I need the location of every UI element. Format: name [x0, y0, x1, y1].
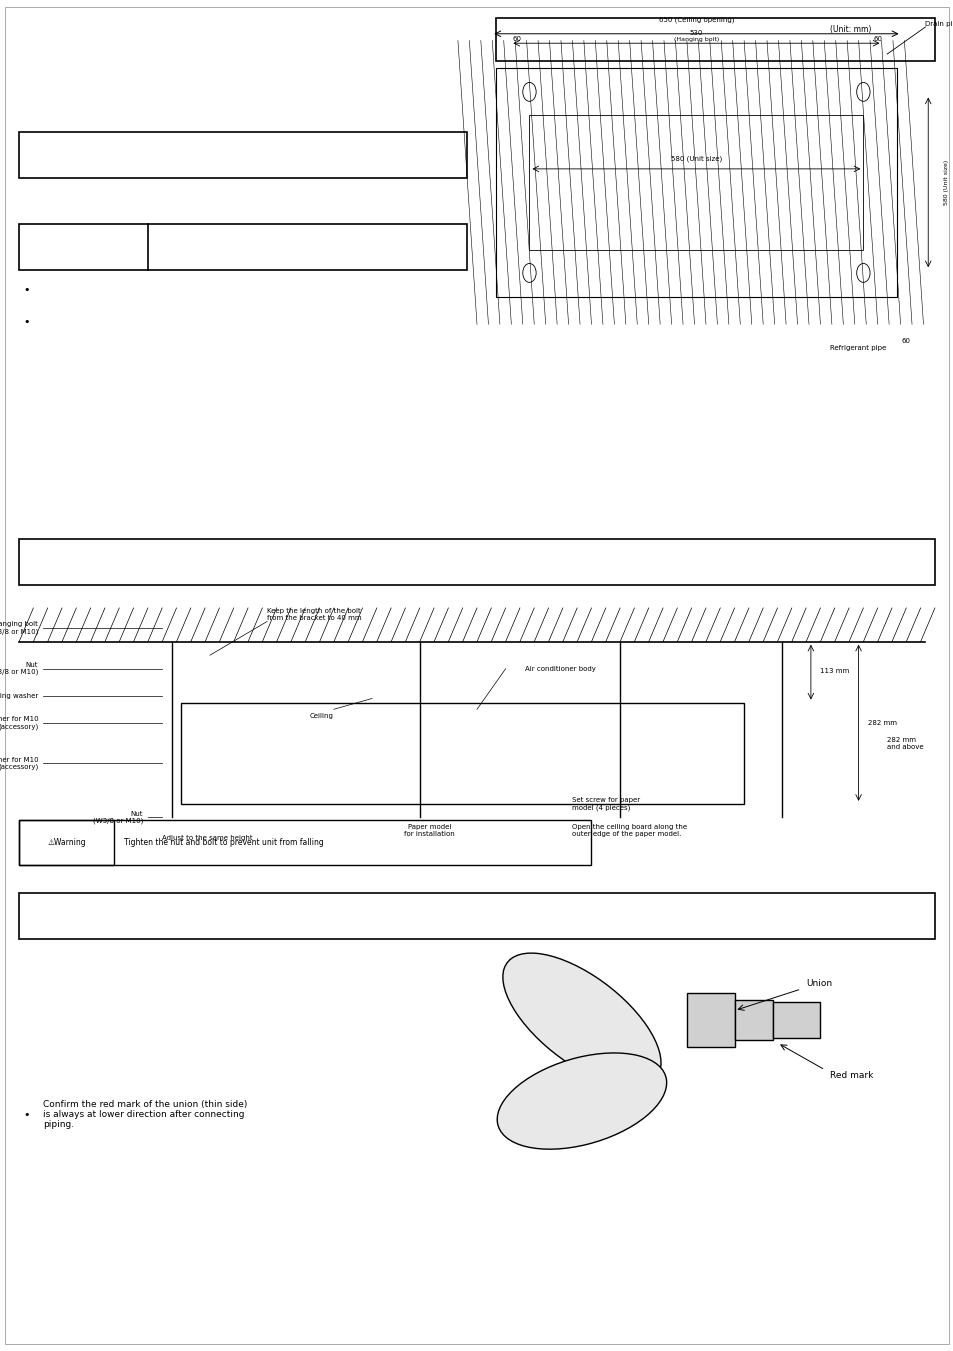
- Text: ⚠Warning: ⚠Warning: [48, 838, 86, 847]
- Text: M10 Spring washer: M10 Spring washer: [0, 693, 38, 698]
- Text: 580 (Unit size): 580 (Unit size): [943, 159, 948, 205]
- Text: Paper model
for installation: Paper model for installation: [403, 824, 455, 838]
- Ellipse shape: [497, 1052, 666, 1150]
- Text: 530: 530: [689, 31, 702, 36]
- Text: 580 (Unit size): 580 (Unit size): [670, 155, 721, 162]
- Text: Flat washer for M10
(accessory): Flat washer for M10 (accessory): [0, 716, 38, 730]
- Text: 60: 60: [872, 36, 882, 42]
- Bar: [19, 539, 934, 585]
- Text: 650 (Ceiling opening): 650 (Ceiling opening): [658, 16, 734, 23]
- Text: Nut
(W3/8 or M10): Nut (W3/8 or M10): [0, 662, 38, 676]
- Bar: [529, 115, 862, 250]
- Bar: [772, 1002, 820, 1038]
- Text: Nut
(W3/8 or M10): Nut (W3/8 or M10): [92, 811, 143, 824]
- Text: Ceiling: Ceiling: [310, 713, 334, 719]
- Text: 282 mm: 282 mm: [867, 720, 896, 725]
- Bar: [19, 820, 114, 865]
- Text: Keep the length of the bolt
from the bracket to 40 mm: Keep the length of the bolt from the bra…: [267, 608, 361, 621]
- Text: 282 mm
and above: 282 mm and above: [886, 736, 923, 750]
- Text: Air conditioner body: Air conditioner body: [524, 666, 595, 671]
- Text: •: •: [24, 316, 30, 327]
- Text: 60: 60: [901, 338, 910, 343]
- Text: 🔧: 🔧: [468, 1020, 485, 1047]
- Text: •: •: [24, 1109, 30, 1120]
- Bar: [19, 132, 467, 178]
- Ellipse shape: [502, 952, 660, 1088]
- Text: 113 mm: 113 mm: [820, 669, 849, 674]
- Text: Tighten the nut and bolt to prevent unit from falling: Tighten the nut and bolt to prevent unit…: [124, 838, 323, 847]
- Text: Hanging bolt
(W3/8 or M10): Hanging bolt (W3/8 or M10): [0, 621, 38, 635]
- Text: Adjust to the same height: Adjust to the same height: [162, 835, 253, 840]
- Text: (Unit: mm): (Unit: mm): [829, 26, 870, 34]
- Bar: [734, 1000, 772, 1040]
- Text: (Hanging bolt): (Hanging bolt): [673, 36, 719, 42]
- Text: Union: Union: [805, 979, 831, 988]
- Bar: [496, 68, 896, 297]
- Bar: [496, 18, 934, 61]
- Text: Confirm the red mark of the union (thin side)
is always at lower direction after: Confirm the red mark of the union (thin …: [43, 1100, 247, 1129]
- Text: Flat washer for M10
(accessory): Flat washer for M10 (accessory): [0, 757, 38, 770]
- Bar: [686, 993, 734, 1047]
- Text: 60: 60: [512, 36, 521, 42]
- Text: Refrigerant pipe: Refrigerant pipe: [830, 345, 885, 350]
- Bar: [19, 893, 934, 939]
- Bar: [19, 224, 467, 270]
- Text: •: •: [24, 285, 30, 296]
- Text: Set screw for paper
model (4 pieces): Set screw for paper model (4 pieces): [572, 797, 639, 811]
- Text: Red mark: Red mark: [829, 1071, 872, 1079]
- Text: Open the ceiling board along the
outer edge of the paper model.: Open the ceiling board along the outer e…: [572, 824, 687, 838]
- Bar: [181, 703, 743, 804]
- Text: Drain pipe: Drain pipe: [924, 22, 953, 27]
- Bar: [19, 820, 591, 865]
